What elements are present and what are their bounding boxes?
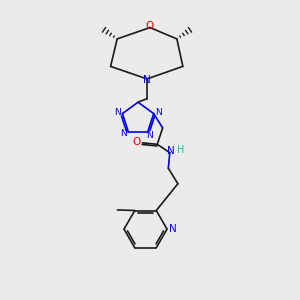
Text: N: N (169, 224, 177, 234)
Text: H: H (178, 145, 185, 155)
Text: N: N (114, 109, 121, 118)
Text: N: N (121, 129, 127, 138)
Text: N: N (167, 146, 175, 157)
Text: O: O (133, 137, 141, 147)
Text: O: O (146, 21, 154, 31)
Text: N: N (146, 131, 153, 140)
Text: N: N (143, 75, 151, 85)
Text: N: N (155, 108, 162, 117)
